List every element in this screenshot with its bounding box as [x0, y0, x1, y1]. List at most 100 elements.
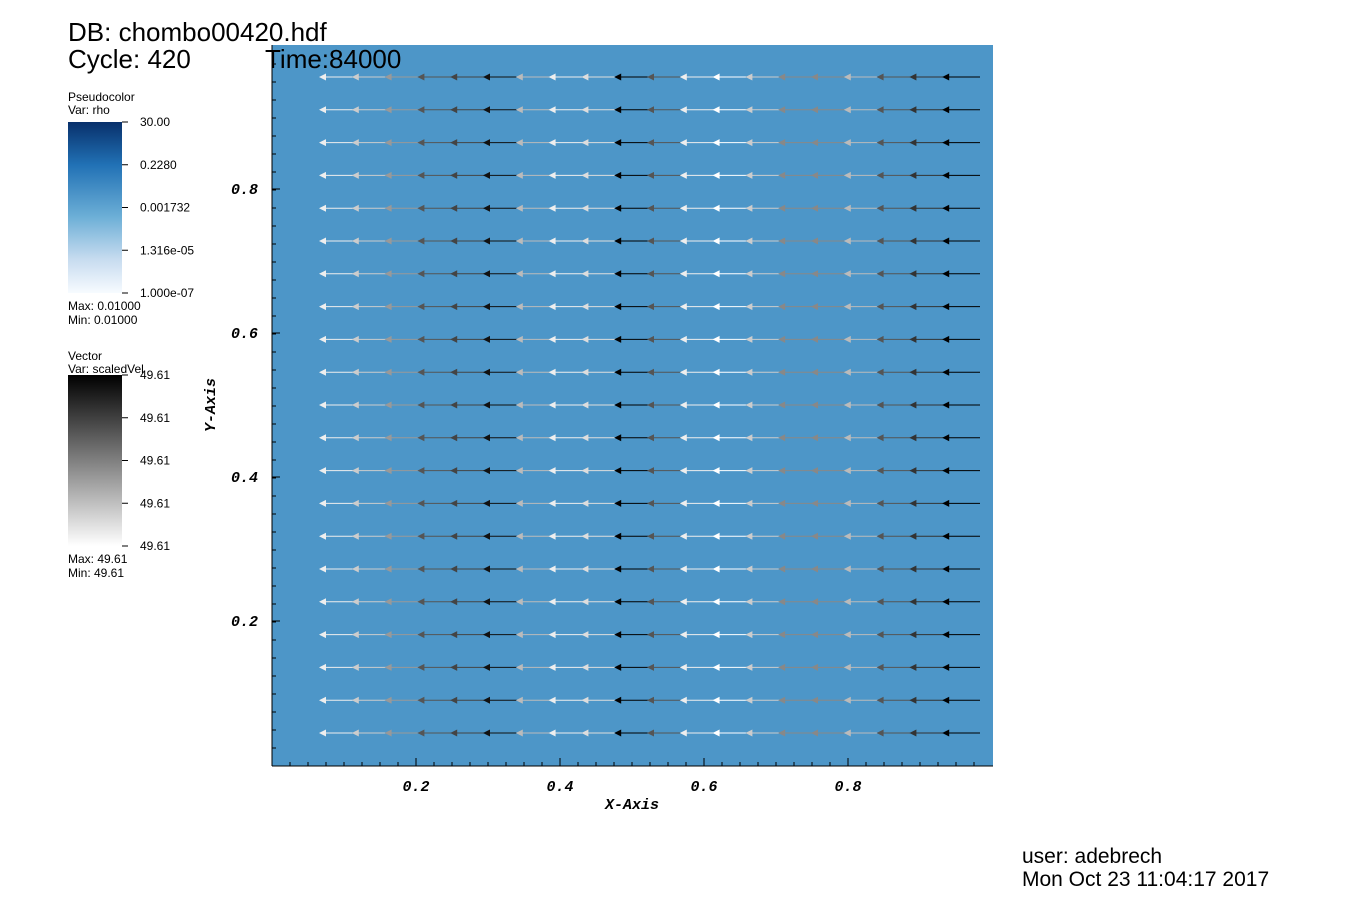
vector-head: [778, 598, 786, 606]
vector-head: [548, 204, 556, 212]
vector-head: [778, 499, 786, 507]
vector-head: [417, 696, 425, 704]
vector-head: [679, 204, 687, 212]
vector-head: [778, 729, 786, 737]
vector-head: [679, 532, 687, 540]
vector-head: [679, 696, 687, 704]
vector-head: [548, 729, 556, 737]
vector-head: [811, 335, 818, 343]
vector-head: [581, 532, 589, 540]
vector-head: [876, 565, 884, 573]
vector-head: [647, 171, 654, 179]
vector-head: [450, 139, 458, 147]
vector-head: [811, 434, 818, 442]
vector-head: [712, 204, 720, 212]
vector-head: [319, 368, 326, 376]
vector-head: [319, 532, 326, 540]
vector-head: [811, 401, 818, 409]
vector-head: [450, 696, 458, 704]
vector-head: [909, 467, 917, 475]
vector-head: [679, 335, 687, 343]
vector-head: [483, 729, 490, 737]
vector-head: [942, 434, 950, 442]
vector-head: [548, 467, 556, 475]
vector-head: [909, 401, 917, 409]
user: user: adebrech: [1022, 845, 1162, 868]
vector-head: [384, 467, 392, 475]
vector-head: [745, 696, 753, 704]
vector-head: [548, 139, 556, 147]
vector-head: [843, 171, 851, 179]
vector-head: [581, 270, 589, 278]
vector-head: [581, 696, 589, 704]
vector-head: [515, 565, 523, 573]
vector-head: [647, 204, 654, 212]
vector-head: [483, 335, 490, 343]
vector-head: [483, 204, 490, 212]
vector-head: [679, 237, 687, 245]
vector-head: [647, 467, 654, 475]
vector-head: [483, 368, 490, 376]
vector-head: [450, 204, 458, 212]
vector-head: [515, 335, 523, 343]
vector-head: [647, 237, 654, 245]
vector-head: [417, 401, 425, 409]
vector-head: [745, 598, 753, 606]
vector-head: [515, 139, 523, 147]
vector-head: [909, 434, 917, 442]
vector-head: [712, 237, 720, 245]
y-tick-label: 0.8: [231, 182, 258, 199]
vector-head: [843, 73, 851, 81]
vector-head: [942, 663, 950, 671]
legend-label: 49.61: [140, 411, 170, 425]
vector-head: [483, 532, 490, 540]
vector-head: [450, 532, 458, 540]
legend-min: Min: 0.01000: [68, 313, 138, 327]
db-name: DB: chombo00420.hdf: [68, 17, 328, 47]
vector-head: [483, 270, 490, 278]
vector-head: [811, 565, 818, 573]
vector-head: [647, 73, 654, 81]
vector-head: [909, 237, 917, 245]
vector-head: [909, 368, 917, 376]
vector-head: [384, 598, 392, 606]
vector-head: [876, 368, 884, 376]
vector-head: [811, 368, 818, 376]
vector-head: [417, 270, 425, 278]
vector-head: [942, 106, 950, 114]
vector-head: [581, 434, 589, 442]
vector-head: [614, 532, 622, 540]
vector-head: [614, 631, 622, 639]
vector-head: [614, 401, 622, 409]
vector-head: [581, 631, 589, 639]
vector-head: [843, 565, 851, 573]
vector-head: [450, 729, 458, 737]
vector-head: [581, 368, 589, 376]
vector-head: [319, 467, 326, 475]
vector-head: [909, 139, 917, 147]
vector-head: [843, 237, 851, 245]
vector-head: [647, 106, 654, 114]
legend-label: 30.00: [140, 115, 170, 129]
vector-head: [647, 303, 654, 311]
vector-head: [548, 171, 556, 179]
vector-head: [384, 237, 392, 245]
vector-head: [778, 434, 786, 442]
vector-head: [778, 139, 786, 147]
vector-head: [909, 499, 917, 507]
vector-head: [384, 565, 392, 573]
vector-head: [811, 467, 818, 475]
vector-head: [745, 204, 753, 212]
vector-head: [909, 631, 917, 639]
vector-head: [581, 204, 589, 212]
vector-head: [745, 303, 753, 311]
vector-head: [909, 663, 917, 671]
vector-head: [909, 106, 917, 114]
vector-head: [843, 598, 851, 606]
vector-head: [319, 434, 326, 442]
vector-head: [417, 565, 425, 573]
vector-head: [351, 106, 359, 114]
vector-head: [876, 532, 884, 540]
vector-head: [581, 467, 589, 475]
vector-head: [909, 696, 917, 704]
